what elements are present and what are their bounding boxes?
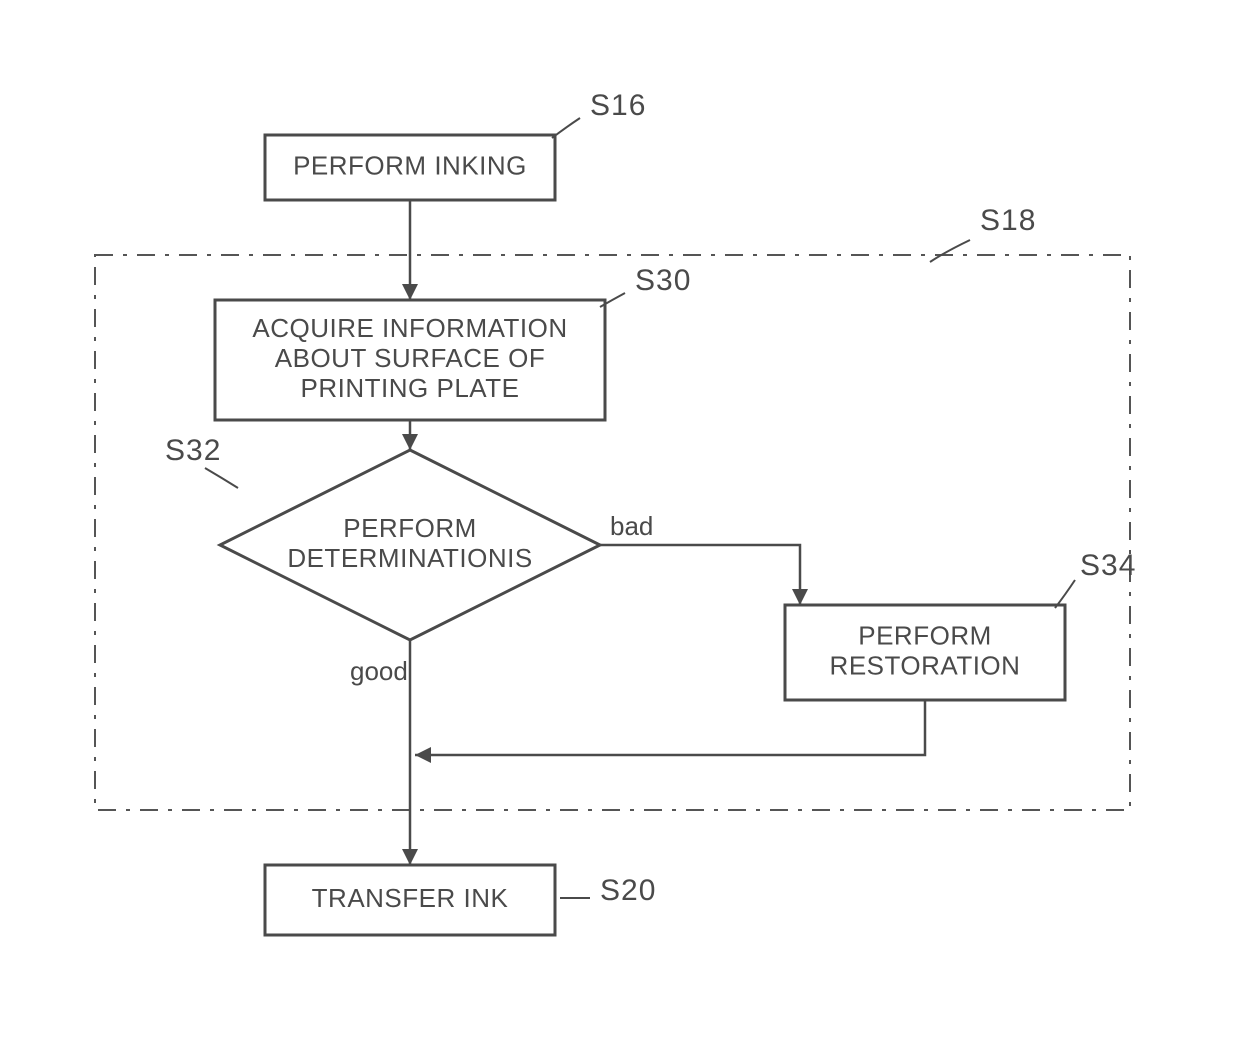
node-text: RESTORATION — [830, 650, 1021, 680]
edge — [415, 700, 925, 755]
label-s30: S30 — [635, 264, 691, 297]
node-text: ACQUIRE INFORMATION — [252, 313, 567, 343]
node-text: PERFORM INKING — [293, 150, 527, 180]
label-s32: S32 — [165, 434, 221, 467]
label-s16: S16 — [590, 89, 646, 122]
label-s34: S34 — [1080, 549, 1136, 582]
label-s20: S20 — [600, 874, 656, 907]
node-text: PERFORM — [858, 620, 992, 650]
edge — [600, 545, 800, 605]
node-text: DETERMINATIONIS — [287, 543, 532, 573]
node-text: PERFORM — [343, 513, 477, 543]
node-text: ABOUT SURFACE OF — [275, 343, 545, 373]
node-text: PRINTING PLATE — [301, 373, 520, 403]
edge-label: good — [350, 656, 408, 686]
edge-label: bad — [610, 511, 653, 541]
label-s18: S18 — [980, 204, 1036, 237]
node-text: TRANSFER INK — [312, 883, 509, 913]
